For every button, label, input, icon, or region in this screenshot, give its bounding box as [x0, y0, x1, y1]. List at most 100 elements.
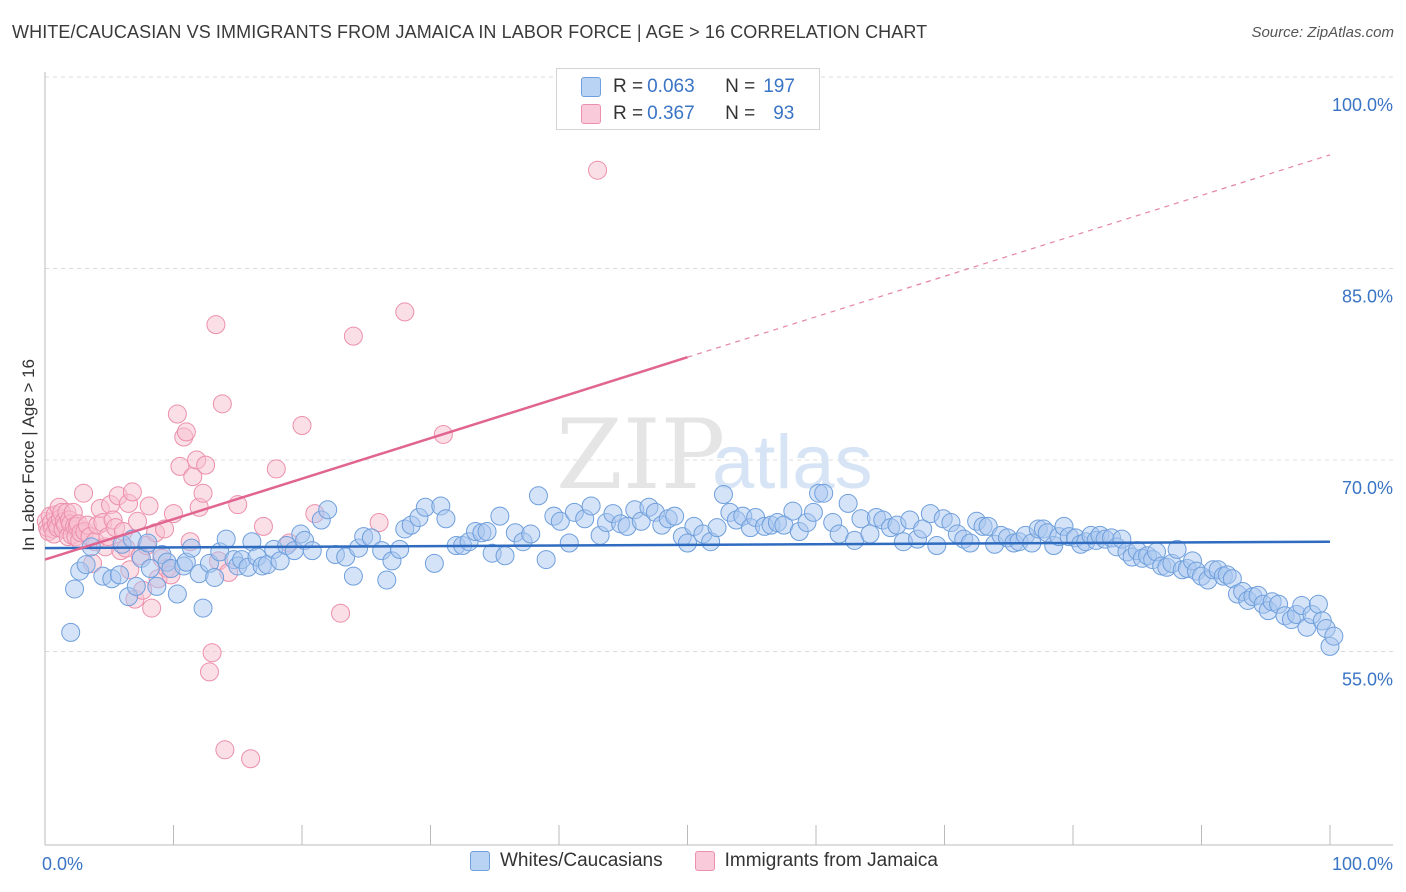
- data-point-whites: [216, 529, 236, 549]
- data-point-jamaica: [215, 740, 235, 760]
- data-point-whites: [581, 496, 601, 516]
- data-point-whites: [803, 502, 823, 522]
- trendline-jamaica-dashed: [687, 154, 1331, 358]
- data-point-whites: [814, 483, 834, 503]
- data-point-jamaica: [196, 455, 216, 475]
- legend-row-whites: R = 0.063 N = 197: [581, 75, 795, 99]
- data-point-whites: [707, 518, 727, 538]
- data-point-jamaica: [176, 422, 196, 442]
- data-point-whites: [424, 553, 444, 573]
- legend-n-value: 197: [763, 76, 795, 97]
- legend-n-label: N =: [725, 103, 756, 124]
- data-point-whites: [126, 576, 146, 596]
- correlation-legend: R = 0.063 N = 197 R = 0.367 N = 93: [556, 68, 820, 130]
- data-point-whites: [61, 622, 81, 642]
- data-point-whites: [205, 567, 225, 587]
- data-point-whites: [490, 506, 510, 526]
- data-point-whites: [1308, 594, 1328, 614]
- y-tick-label: 85.0%: [1342, 287, 1393, 307]
- legend-swatch-blue: [581, 77, 601, 97]
- y-tick-label: 70.0%: [1342, 478, 1393, 498]
- data-point-whites: [528, 486, 548, 506]
- data-point-whites: [110, 565, 130, 585]
- data-point-jamaica: [292, 416, 312, 436]
- data-point-whites: [76, 555, 96, 575]
- data-point-whites: [436, 509, 456, 529]
- data-point-whites: [559, 533, 579, 553]
- legend-r-label: R =: [613, 76, 644, 97]
- x-tick-label-max: 100.0%: [1332, 854, 1393, 874]
- watermark: ZIP atlas: [556, 399, 873, 511]
- data-point-whites: [477, 521, 497, 541]
- legend-r-value: 0.063: [647, 76, 695, 97]
- data-point-whites: [838, 493, 858, 513]
- data-point-jamaica: [122, 482, 142, 502]
- trend-layer: [44, 154, 1331, 561]
- data-point-whites: [536, 550, 556, 570]
- data-point-whites: [343, 566, 363, 586]
- series-legend-jamaica: Immigrants from Jamaica: [694, 850, 938, 872]
- data-point-whites: [65, 579, 85, 599]
- series-legend-swatch-pink: [694, 851, 715, 871]
- data-point-jamaica: [139, 496, 159, 516]
- series-legend-label: Immigrants from Jamaica: [724, 850, 938, 871]
- legend-r-label: R =: [613, 103, 644, 124]
- data-point-jamaica: [74, 483, 94, 503]
- data-point-whites: [678, 533, 697, 553]
- data-point-jamaica: [170, 456, 190, 476]
- data-point-whites: [550, 511, 570, 531]
- data-point-jamaica: [266, 459, 286, 479]
- data-point-whites: [783, 501, 803, 521]
- axis-layer: [44, 72, 1393, 846]
- data-point-whites: [495, 546, 515, 566]
- data-point-jamaica: [206, 315, 226, 335]
- data-point-jamaica: [588, 160, 608, 180]
- data-point-whites: [1167, 539, 1187, 559]
- data-point-whites: [302, 541, 322, 561]
- data-point-whites: [167, 584, 187, 604]
- source-credit: Source: ZipAtlas.com: [1251, 24, 1394, 41]
- series-jamaica-points: [36, 160, 608, 769]
- grid-layer: [45, 76, 1393, 652]
- legend-n-value: 93: [773, 103, 795, 124]
- data-point-jamaica: [193, 483, 213, 503]
- data-point-whites: [713, 484, 733, 504]
- data-point-jamaica: [199, 662, 219, 682]
- data-point-jamaica: [167, 404, 187, 424]
- y-axis-label: In Labor Force | Age > 16: [19, 359, 38, 551]
- series-legend-whites: Whites/Caucasians: [470, 850, 663, 872]
- series-legend: Whites/Caucasians Immigrants from Jamaic…: [470, 850, 970, 872]
- trendline-jamaica-solid: [44, 356, 688, 561]
- data-point-whites: [521, 524, 541, 544]
- data-point-whites: [1324, 626, 1344, 646]
- data-point-jamaica: [343, 326, 363, 346]
- legend-n-label: N =: [725, 76, 756, 97]
- data-point-whites: [913, 519, 933, 539]
- series-whites-points: [61, 483, 1344, 656]
- watermark-zip: ZIP: [556, 399, 725, 511]
- chart-title: WHITE/CAUCASIAN VS IMMIGRANTS FROM JAMAI…: [12, 22, 928, 42]
- data-point-whites: [193, 598, 213, 618]
- watermark-atlas: atlas: [712, 420, 873, 505]
- y-tick-label: 100.0%: [1332, 95, 1393, 115]
- legend-r-value: 0.367: [647, 103, 695, 124]
- y-tick-label: 55.0%: [1342, 670, 1393, 690]
- data-point-whites: [927, 536, 947, 556]
- data-point-whites: [147, 576, 167, 596]
- data-point-jamaica: [331, 603, 351, 623]
- data-point-jamaica: [369, 513, 389, 533]
- series-legend-swatch-blue: [470, 851, 490, 871]
- x-tick-label-min: 0.0%: [42, 854, 83, 874]
- data-point-whites: [665, 506, 685, 526]
- legend-swatch-pink: [581, 104, 601, 124]
- data-point-jamaica: [241, 749, 261, 769]
- data-point-whites: [377, 570, 397, 590]
- data-point-whites: [140, 559, 160, 579]
- data-point-jamaica: [212, 394, 232, 414]
- legend-row-jamaica: R = 0.367 N = 93: [581, 102, 794, 126]
- data-point-whites: [318, 500, 338, 520]
- data-point-whites: [860, 524, 880, 544]
- data-point-jamaica: [142, 598, 162, 618]
- data-point-jamaica: [395, 302, 415, 322]
